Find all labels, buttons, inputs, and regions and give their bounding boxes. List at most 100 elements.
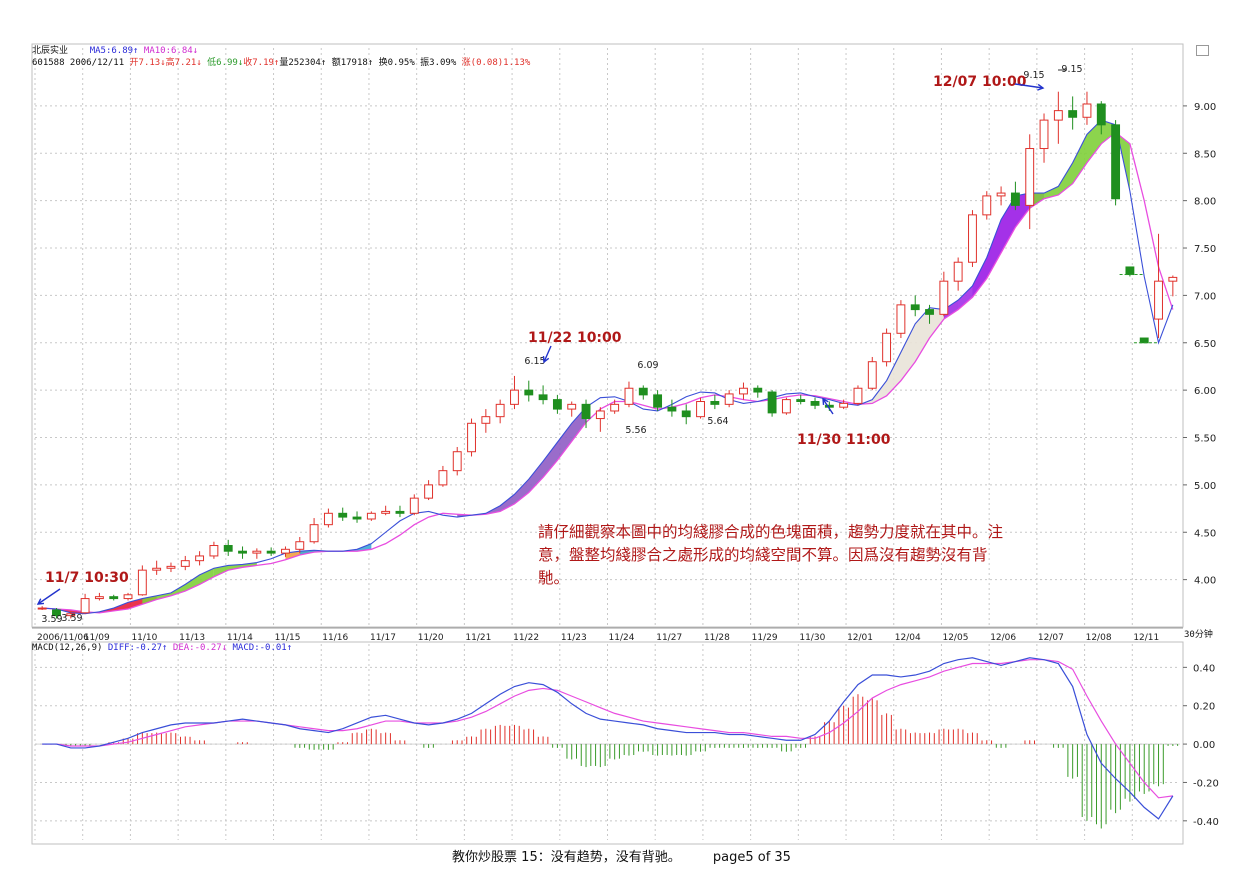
ma-glue-area xyxy=(42,595,157,614)
date-tick-label: 11/23 xyxy=(561,633,587,643)
date-tick-label: 11/09 xyxy=(84,633,110,643)
candle-body xyxy=(581,403,591,420)
candle-body xyxy=(810,401,820,406)
date-tick-label: 11/28 xyxy=(704,633,730,643)
price-tick-label: 5.50 xyxy=(1194,434,1216,445)
date-tick-label: 11/27 xyxy=(656,633,682,643)
annotation-arrowhead xyxy=(1037,83,1045,91)
candle-body xyxy=(252,550,262,554)
amplitude-readout: 振3.09% xyxy=(420,58,457,68)
candle-body xyxy=(1053,110,1063,121)
candle-body xyxy=(467,422,476,453)
candle-body xyxy=(982,195,992,216)
date-tick-label: 12/01 xyxy=(847,633,873,643)
volume-readout: 量252304↑ xyxy=(279,58,327,68)
candle-body xyxy=(681,410,691,418)
candle-body xyxy=(152,567,162,571)
candle-body xyxy=(739,387,748,395)
annotation-arrowhead xyxy=(36,598,45,605)
candle-body xyxy=(195,555,205,562)
price-header-line2: 601588 2006/12/11 开7.13↓高7.21↓ 低6.99↓收7.… xyxy=(32,58,530,69)
diff-readout: DIFF:-0.27↑ xyxy=(107,643,168,653)
footer-title: 教你炒股票 15：没有趋势，没有背驰。 xyxy=(452,850,681,865)
candle-body xyxy=(1125,266,1135,276)
candle-body xyxy=(996,192,1006,197)
candle-body xyxy=(724,393,734,405)
annotation-arrow xyxy=(543,345,552,363)
candle-body xyxy=(481,416,491,424)
candle-body xyxy=(295,541,305,550)
ma-glue-area xyxy=(457,407,587,518)
price-tick-label: 6.50 xyxy=(1194,339,1216,350)
date-tick-label: 11/24 xyxy=(609,633,635,643)
turnover-readout: 换0.95% xyxy=(378,58,415,68)
date-tick-label: 12/11 xyxy=(1133,633,1159,643)
candle-body xyxy=(1082,103,1092,118)
date-tick-label: 2006/11/06 xyxy=(37,633,89,643)
date-tick-label: 11/30 xyxy=(799,633,825,643)
candle-body xyxy=(123,594,133,600)
candle-body xyxy=(366,512,376,520)
annotation-arrowhead xyxy=(822,397,829,406)
footer-page: page5 of 35 xyxy=(712,850,791,865)
macd-readout: MACD:-0.01↑ xyxy=(232,643,293,653)
open-readout: 开7.13↓ xyxy=(129,58,166,68)
candle-body xyxy=(839,402,849,408)
annotation-arrow xyxy=(822,398,834,415)
candle-body xyxy=(80,598,90,614)
macd-header: MACD(12,26,9) DIFF:-0.27↑ DEA:-0.27↓ MAC… xyxy=(32,643,292,654)
candle-body xyxy=(753,387,763,393)
price-tick-label: 9.00 xyxy=(1194,102,1216,113)
candle-body xyxy=(180,560,190,567)
candle-body xyxy=(853,387,863,404)
candle-body xyxy=(953,261,963,282)
date-tick-label: 11/14 xyxy=(227,633,253,643)
candle-body xyxy=(624,387,634,405)
price-tick-label: 7.50 xyxy=(1194,244,1216,255)
candle-body xyxy=(925,309,934,315)
candle-body xyxy=(510,389,519,405)
ma10-line xyxy=(42,131,1174,614)
window-restore-icon[interactable] xyxy=(1196,45,1209,56)
date-tick-label: 12/08 xyxy=(1086,633,1112,643)
macd-params: MACD(12,26,9) xyxy=(32,643,103,653)
extreme-value-label: 3.59 xyxy=(61,613,82,624)
candle-body xyxy=(1068,110,1078,118)
low-readout: 低6.99↓ xyxy=(207,58,244,68)
main-panel-frame xyxy=(31,43,1184,628)
macd-tick-label: 0.00 xyxy=(1193,740,1215,751)
macd-tick-label: 0.20 xyxy=(1193,702,1215,713)
date-tick-label: 12/06 xyxy=(990,633,1016,643)
macd-tick-label: -0.20 xyxy=(1193,778,1219,789)
candle-body xyxy=(223,545,233,552)
code-date: 601588 2006/12/11 xyxy=(32,58,125,68)
candle-body xyxy=(882,332,892,363)
price-tick-label: 7.00 xyxy=(1194,291,1216,302)
date-tick-label: 11/22 xyxy=(513,633,539,643)
date-tick-label: 11/17 xyxy=(370,633,396,643)
candle-body xyxy=(968,214,977,263)
date-tick-label: 12/04 xyxy=(895,633,921,643)
candle-body xyxy=(638,387,648,396)
candle-body xyxy=(567,403,577,410)
candle-body xyxy=(309,524,319,543)
candle-body xyxy=(495,403,505,418)
extreme-value-label: 6.15 xyxy=(524,356,545,367)
macd-tick-label: 0.40 xyxy=(1193,663,1215,674)
candle-body xyxy=(524,389,534,396)
candle-body xyxy=(1111,124,1121,200)
date-tick-label: 11/20 xyxy=(418,633,444,643)
candle-body xyxy=(1168,276,1178,282)
candle-body xyxy=(137,569,147,596)
candle-body xyxy=(1025,148,1035,206)
time-annotation: 11/22 10:00 xyxy=(528,330,622,346)
time-annotation: 11/30 11:00 xyxy=(797,432,891,448)
date-tick-label: 11/15 xyxy=(275,633,301,643)
price-tick-label: 4.50 xyxy=(1194,528,1216,539)
candle-body xyxy=(166,565,176,569)
candle-body xyxy=(352,516,362,520)
price-tick-label: 4.00 xyxy=(1194,576,1216,587)
annotation-arrowhead xyxy=(542,355,550,364)
candle-body xyxy=(910,304,920,311)
macd-tick-label: -0.40 xyxy=(1193,817,1219,828)
